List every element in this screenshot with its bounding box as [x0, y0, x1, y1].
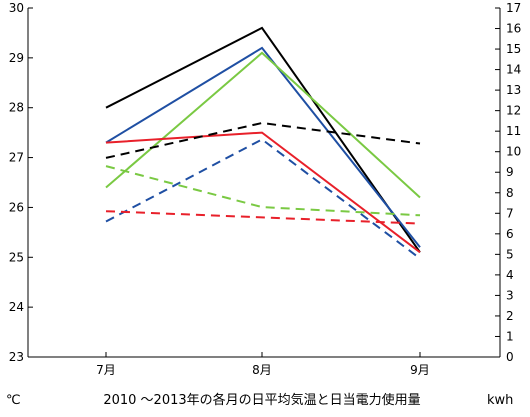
- left-tick-label: 30: [9, 1, 24, 15]
- power-series-line-5: [105, 138, 421, 260]
- right-tick-label: 10: [506, 145, 521, 159]
- right-tick-label: 8: [506, 186, 514, 200]
- axis-labels: 2324252627282930012345678910111213141516…: [6, 1, 521, 408]
- power-series-line-6: [105, 165, 421, 217]
- power-series-line-7: [105, 210, 421, 225]
- temperature-series-line-2: [105, 51, 421, 199]
- temperature-series-line-0: [105, 26, 421, 253]
- left-tick-label: 27: [9, 151, 24, 165]
- right-tick-label: 14: [506, 63, 521, 77]
- right-tick-label: 12: [506, 104, 521, 118]
- right-tick-label: 16: [506, 22, 521, 36]
- chart-title: 2010 ～2013年の各月の日平均気温と日当電力使用量: [103, 392, 420, 408]
- left-tick-label: 23: [9, 350, 24, 364]
- right-tick-label: 7: [506, 206, 514, 220]
- right-tick-label: 11: [506, 124, 521, 138]
- left-tick-label: 25: [9, 250, 24, 264]
- right-tick-label: 0: [506, 350, 514, 364]
- x-tick-label: 8月: [252, 363, 272, 377]
- right-axis-unit: kwh: [487, 393, 513, 408]
- right-tick-label: 17: [506, 1, 521, 15]
- temperature-series-line-3: [105, 131, 421, 254]
- left-tick-label: 28: [9, 101, 24, 115]
- left-tick-label: 26: [9, 200, 24, 214]
- right-tick-label: 1: [506, 329, 514, 343]
- right-tick-label: 5: [506, 247, 514, 261]
- x-tick-label: 9月: [410, 363, 430, 377]
- right-tick-label: 9: [506, 165, 514, 179]
- series-lines: [105, 26, 421, 260]
- x-tick-label: 7月: [96, 363, 116, 377]
- right-tick-label: 3: [506, 288, 514, 302]
- left-tick-label: 29: [9, 51, 24, 65]
- right-tick-label: 6: [506, 227, 514, 241]
- right-tick-label: 13: [506, 83, 521, 97]
- right-tick-label: 2: [506, 309, 514, 323]
- right-tick-label: 15: [506, 42, 521, 56]
- power-series-line-4: [105, 121, 421, 159]
- left-tick-label: 24: [9, 300, 24, 314]
- axes: [27, 7, 501, 358]
- temperature-series-line-1: [105, 46, 421, 248]
- right-tick-label: 4: [506, 268, 514, 282]
- left-axis-unit: ℃: [6, 393, 21, 408]
